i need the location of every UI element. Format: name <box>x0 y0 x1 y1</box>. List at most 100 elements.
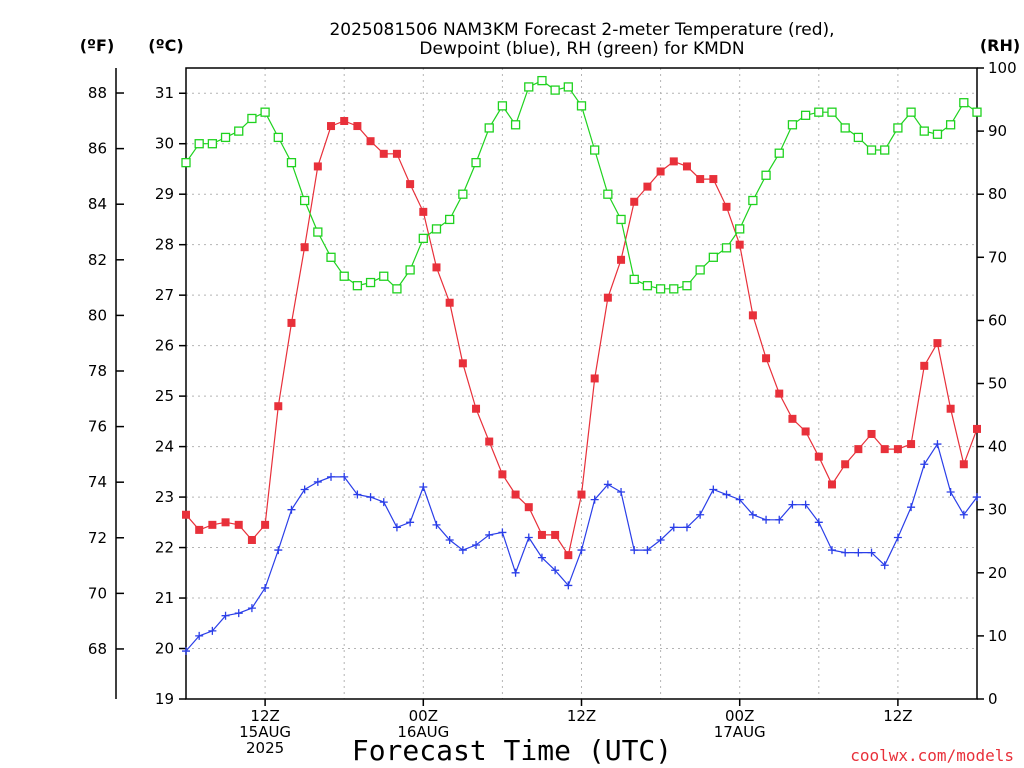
dewpoint-point <box>854 548 863 557</box>
chart-title-line-1: 2025081506 NAM3KM Forecast 2-meter Tempe… <box>329 20 834 40</box>
temperature-point <box>247 535 256 544</box>
rh-point <box>972 107 982 117</box>
temperature-point <box>669 157 678 166</box>
rh-point <box>445 214 455 225</box>
rh-point <box>379 271 389 281</box>
dewpoint-point <box>353 490 362 499</box>
temperature-point <box>327 122 336 131</box>
tick-labels: 68 70 72 74 76 78 80 82 84 86 88 19 20 21 22 23 24 25 26 27… <box>88 59 1017 757</box>
dewpoint-point <box>577 546 586 555</box>
rh-point <box>735 224 745 234</box>
rh-tick-label: 30 <box>988 501 1007 519</box>
dewpoint-point <box>537 553 546 562</box>
dewpoint-point <box>656 535 665 544</box>
dewpoint-point <box>907 503 916 512</box>
chart-axes <box>115 67 984 706</box>
rh-point <box>945 120 956 130</box>
rh-point <box>524 82 534 92</box>
temperature-point <box>313 162 322 171</box>
dewpoint-point <box>669 523 678 532</box>
rh-point <box>181 157 191 168</box>
rh-point <box>695 265 705 275</box>
rh-point <box>299 195 310 206</box>
dewpoint-point <box>274 546 283 555</box>
temperature-point <box>577 490 586 499</box>
dewpoint-point <box>300 485 309 494</box>
rh-point <box>721 243 732 253</box>
rh-point <box>497 101 508 111</box>
rh-point <box>919 126 929 136</box>
temperature-point <box>880 445 889 454</box>
temperature-point <box>762 354 771 363</box>
dewpoint-point <box>880 561 889 570</box>
celsius-tick-label: 28 <box>155 236 174 254</box>
plot-frame <box>185 67 978 700</box>
temperature-point <box>234 520 243 529</box>
temperature-point <box>287 318 296 327</box>
temperature-point <box>524 503 533 512</box>
temperature-point <box>564 551 573 560</box>
temperature-point <box>656 167 665 176</box>
data-series <box>181 75 982 656</box>
temperature-point <box>537 530 546 539</box>
dewpoint-point <box>195 631 204 640</box>
rh-point <box>932 129 943 139</box>
x-axis-label: Forecast Time (UTC) <box>352 734 672 767</box>
temperature-point <box>458 359 467 368</box>
x-tick-label: 12Z <box>883 707 912 725</box>
dewpoint-point <box>603 480 612 489</box>
temperature-point <box>867 429 876 438</box>
rh-series <box>181 75 982 294</box>
rh-point <box>893 123 903 133</box>
rh-point <box>550 85 560 95</box>
temperature-point <box>801 427 810 436</box>
fahrenheit-tick-label: 74 <box>88 473 107 491</box>
x-tick-label: 2025 <box>246 739 284 757</box>
credit-text[interactable]: coolwx.com/models <box>850 746 1014 765</box>
temperature-point <box>933 339 942 348</box>
celsius-tick-label: 22 <box>155 539 174 557</box>
dewpoint-point <box>893 533 902 542</box>
rh-point <box>959 98 969 108</box>
temperature-point <box>261 520 270 529</box>
dewpoint-point <box>485 530 494 539</box>
rh-point <box>880 145 890 155</box>
rh-tick-label: 80 <box>988 185 1007 203</box>
dewpoint-point <box>643 546 652 555</box>
rh-tick-label: 20 <box>988 564 1007 582</box>
temperature-point <box>511 490 520 499</box>
rh-point <box>708 252 718 262</box>
dewpoint-point <box>261 583 270 592</box>
rh-point <box>840 123 850 133</box>
dewpoint-point <box>247 604 256 613</box>
temperature-series <box>182 117 981 560</box>
fahrenheit-tick-label: 72 <box>88 529 107 547</box>
dewpoint-point <box>524 533 533 542</box>
temperature-point <box>959 460 968 469</box>
temperature-point <box>221 518 230 527</box>
dewpoint-point <box>814 518 823 527</box>
celsius-tick-label: 21 <box>155 589 174 607</box>
rh-point <box>260 107 270 117</box>
rh-point <box>326 252 336 262</box>
dewpoint-point <box>406 518 415 527</box>
dewpoint-point <box>445 535 454 544</box>
temperature-point <box>340 117 349 126</box>
temperature-point <box>709 175 718 184</box>
temperature-point <box>379 149 388 158</box>
dewpoint-point <box>801 500 810 509</box>
dewpoint-point <box>221 611 230 620</box>
rh-tick-label: 60 <box>988 311 1007 329</box>
dewpoint-point <box>366 493 375 502</box>
dewpoint-point <box>788 500 797 509</box>
rh-tick-label: 50 <box>988 375 1007 393</box>
rh-point <box>286 157 297 168</box>
rh-tick-label: 100 <box>988 59 1017 77</box>
rh-point <box>655 284 666 294</box>
rh-point <box>339 271 349 281</box>
dewpoint-point <box>630 546 639 555</box>
rh-point <box>642 281 653 291</box>
rh-point <box>234 126 244 136</box>
dewpoint-series <box>182 440 981 656</box>
rh-tick-label: 10 <box>988 627 1007 645</box>
